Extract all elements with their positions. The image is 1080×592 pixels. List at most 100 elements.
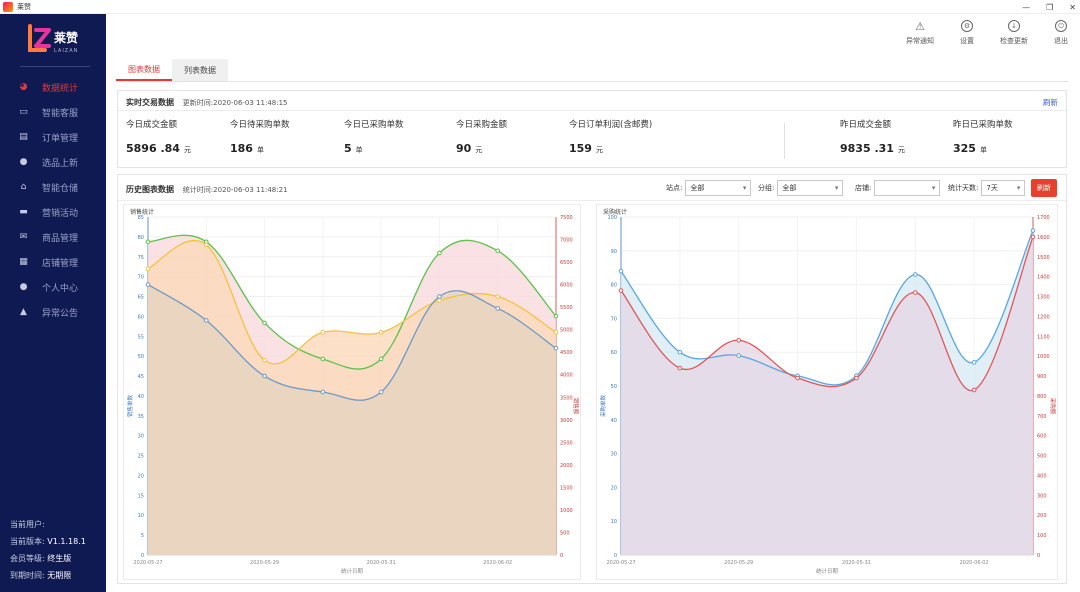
data-point (736, 337, 742, 343)
y-left-tick-label: 75 (138, 255, 144, 261)
data-point (495, 248, 501, 254)
y-right-tick-label: 5000 (560, 328, 573, 334)
data-point (320, 389, 326, 395)
exception-notice-label: 异常通知 (906, 37, 934, 45)
x-axis-label: 统计日期 (816, 567, 839, 575)
store-select[interactable]: ▾ (874, 180, 941, 196)
y-left-tick-label: 0 (614, 553, 617, 559)
y-right-tick-label: 3000 (560, 418, 573, 424)
y-right-tick-label: 300 (1037, 493, 1047, 499)
data-point (736, 353, 742, 358)
sidebar-item-smart-service[interactable]: ▭ 智能客服 (0, 100, 106, 124)
x-tick-label: 2020-06-02 (483, 560, 512, 566)
exception-notice-button[interactable]: ⚠ 异常通知 (906, 20, 934, 46)
logout-button[interactable]: ⏻ 退出 (1054, 20, 1068, 46)
sidebar-item-marketing[interactable]: ▬ 营销活动 (0, 200, 106, 224)
data-point (677, 349, 683, 355)
data-point (320, 330, 326, 335)
y-right-tick-label: 1200 (1037, 314, 1050, 320)
y-right-tick-label: 6000 (560, 283, 573, 289)
series-area-1 (621, 236, 1033, 555)
y-left-tick-label: 50 (138, 354, 144, 360)
store-filter: 店铺: ▾ (855, 180, 941, 196)
stat-unit: 元 (183, 146, 191, 154)
x-tick-label: 2020-05-29 (250, 560, 279, 566)
sidebar-item-new-products[interactable]: ● 选品上新 (0, 150, 106, 174)
stat-today-purchase-amount: 今日采购金额 90 元 (456, 118, 507, 155)
stat-today-profit: 今日订单利润(含邮费) 159 元 (569, 118, 652, 155)
current-user-label: 当前用户: (10, 520, 45, 529)
x-tick-label: 2020-05-29 (724, 560, 753, 566)
y-left-tick-label: 20 (138, 473, 144, 479)
y-right-tick-label: 800 (1037, 394, 1047, 400)
sidebar-item-warehouse[interactable]: ⌂ 智能仓储 (0, 175, 106, 199)
y-left-tick-label: 15 (138, 493, 144, 499)
history-refresh-button[interactable]: 刷新 (1031, 179, 1057, 197)
sidebar-item-personal-center[interactable]: ● 个人中心 (0, 275, 106, 299)
y-left-tick-label: 50 (611, 384, 617, 390)
data-point (971, 360, 977, 365)
y-left-tick-label: 100 (607, 215, 617, 221)
y-right-tick-label: 1700 (1037, 215, 1050, 221)
sidebar-item-exception-notice[interactable]: ▲ 异常公告 (0, 300, 106, 324)
stat-value: 9835 .31 (840, 142, 894, 155)
sales-chart-title: 销售统计 (130, 209, 155, 216)
member-level-value: 终生版 (47, 554, 72, 563)
realtime-panel: 实时交易数据 更新时间:2020-06-03 11:48:15 刷新 今日成交金… (117, 90, 1067, 168)
tab-underline (116, 81, 1068, 82)
y-right-tick-label: 1500 (1037, 255, 1050, 261)
x-tick-label: 2020-06-02 (960, 560, 989, 566)
settings-button[interactable]: ⚙ 设置 (960, 20, 974, 46)
sidebar-item-label: 营销活动 (42, 208, 79, 219)
check-update-button[interactable]: ↓ 检查更新 (1000, 20, 1028, 46)
days-select[interactable]: 7天 ▾ (981, 180, 1026, 196)
product-icon: ✉ (19, 232, 28, 242)
sidebar-item-orders[interactable]: ▤ 订单管理 (0, 125, 106, 149)
y-right-tick-label: 700 (1037, 414, 1047, 420)
data-point (618, 268, 624, 274)
y-left-tick-label: 40 (138, 394, 144, 400)
view-tabs: 图表数据 列表数据 (116, 59, 228, 81)
y-left-tick-label: 0 (141, 553, 144, 559)
sidebar-item-label: 选品上新 (42, 158, 79, 169)
store-icon: ▦ (19, 257, 28, 267)
sidebar-item-store-management[interactable]: ▦ 店铺管理 (0, 250, 106, 274)
warehouse-icon: ⌂ (20, 182, 27, 192)
x-axis-label: 统计日期 (341, 567, 364, 575)
data-point (553, 330, 559, 335)
data-point (553, 345, 559, 351)
tab-list-data[interactable]: 列表数据 (172, 59, 228, 81)
data-point (262, 320, 267, 326)
y-right-tick-label: 1300 (1037, 295, 1050, 301)
sales-chart-container: 销售统计 0 5 10 15 20 25 30 35 40 45 50 55 60 65 70 75 80 85 0… (123, 204, 581, 580)
brand-subtitle: LAIZAN (54, 48, 78, 54)
group-select[interactable]: 全部 ▾ (777, 180, 844, 196)
stat-value: 90 (456, 142, 472, 155)
y-left-tick-label: 60 (611, 350, 617, 356)
version-value: V1.1.18.1 (47, 537, 86, 546)
minimize-icon[interactable]: — (1022, 2, 1031, 12)
sidebar-item-product-management[interactable]: ✉ 商品管理 (0, 225, 106, 249)
data-point (437, 294, 442, 299)
site-select[interactable]: 全部 ▾ (685, 180, 752, 196)
sidebar-item-label: 智能客服 (42, 108, 79, 119)
y-right-tick-label: 0 (1037, 553, 1040, 559)
data-point (677, 365, 683, 371)
stat-unit: 单 (979, 146, 987, 154)
tab-chart-data[interactable]: 图表数据 (116, 59, 172, 81)
series-line-2 (147, 284, 557, 401)
logout-label: 退出 (1054, 37, 1068, 45)
restore-icon[interactable]: ❐ (1046, 2, 1054, 12)
sidebar-divider (20, 66, 90, 67)
realtime-refresh-link[interactable]: 刷新 (1043, 98, 1058, 107)
data-point (262, 373, 267, 379)
panel-divider (118, 200, 1066, 201)
y-left-tick-label: 30 (611, 452, 617, 458)
stat-label: 今日成交金额 (126, 120, 178, 130)
y-right-tick-label: 1000 (560, 508, 573, 514)
history-panel: 历史图表数据 统计时间:2020-06-03 11:48:21 站点: 全部 ▾ … (117, 174, 1067, 584)
chevron-down-icon: ▾ (931, 184, 936, 192)
sidebar-item-data-statistics[interactable]: ◕ 数据统计 (0, 75, 106, 99)
close-icon[interactable]: ✕ (1069, 2, 1076, 12)
data-point (912, 290, 918, 295)
